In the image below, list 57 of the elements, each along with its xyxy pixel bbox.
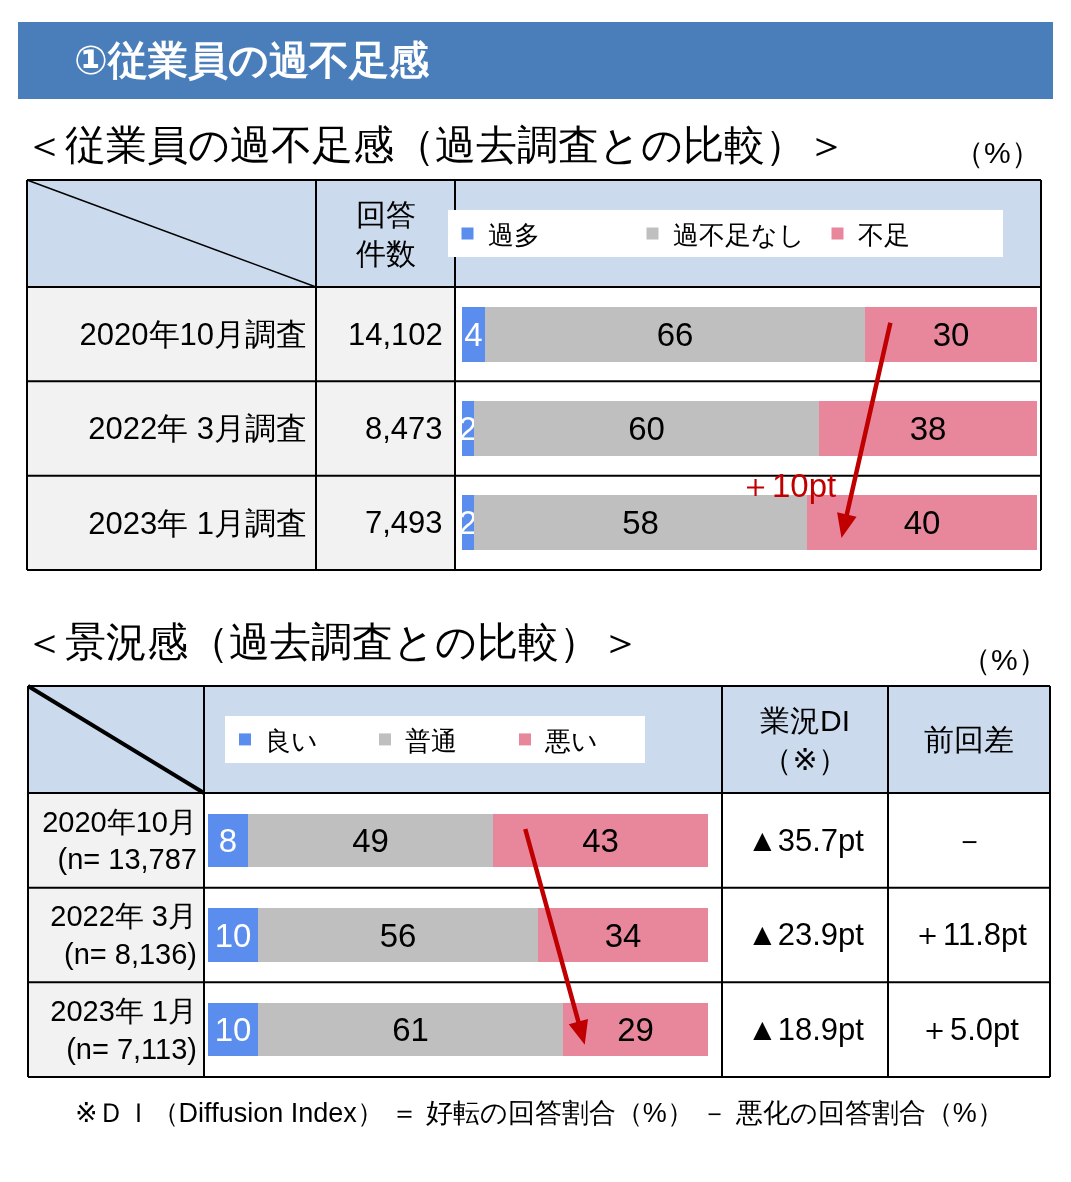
data-label: 29 [617,1011,654,1048]
y-tick-label: 2022年 3月調査 [88,411,307,447]
legend-label: 良い [265,725,318,756]
text: （%） [961,643,1048,676]
data-label: 58 [622,504,659,541]
text: 業況DI（※） [760,704,850,776]
y-tick-label: 2020年10月 (n= 13,787 [42,805,197,876]
bar [563,1003,708,1056]
data-label: 30 [932,316,970,353]
bar [493,814,708,867]
data-label: 34 [604,916,642,954]
data-label: 56 [379,916,417,954]
text: ▲23.9pt [747,917,865,952]
chart-subtitle: ＜従業員の過不足感（過去調査との比較）＞ [24,122,847,168]
bar [819,401,1037,456]
data-label: 8 [218,822,238,859]
x-axis-title: （%） [954,136,1041,169]
text: 7,493 [365,505,443,540]
bar [248,814,493,867]
y-tick-label: 2022年 3月 (n= 8,136) [50,900,197,970]
text: 前回差 [924,723,1014,756]
y-tick-label: 2020年10月調査 [79,317,307,353]
text: － [954,823,985,858]
bar [485,307,865,362]
legend-label: 過不足なし [672,219,805,250]
annotation: ＋10pt [739,467,837,504]
legend-label: 悪い [544,725,598,756]
chart-title: ＜景況感（過去調査との比較）＞ [24,619,641,665]
bar [258,908,538,962]
text: ▲35.7pt [747,823,865,858]
data-label: 60 [628,410,665,447]
text: ※ＤＩ（Diffusion Index） ＝ 好転の回答割合（%） － 悪化の回答割合（%） [75,1098,1004,1128]
y-tick-label: 2023年 1月調査 [88,505,307,541]
chart-title: ①従業員の過不足感 [74,38,430,82]
bar [474,401,819,456]
data-label: 4 [464,316,483,353]
bar [865,307,1037,362]
legend-label: 不足 [857,219,910,250]
data-label: 10 [214,916,252,954]
bar [258,1003,563,1056]
data-label: 43 [582,822,619,859]
legend-label: 過多 [487,219,540,250]
data-label: 49 [352,822,389,859]
text: 回答件数 [356,198,416,270]
text: 14,102 [348,317,443,352]
legend-label: 普通 [405,725,457,756]
data-label: 10 [214,1011,252,1048]
text: ▲18.9pt [747,1012,865,1047]
text: ＋11.8pt [912,917,1028,952]
data-label: 66 [656,316,694,353]
text: ＋5.0pt [919,1012,1020,1047]
data-label: 38 [909,410,947,447]
data-label: 61 [392,1011,429,1048]
y-tick-label: 2023年 1月 (n= 7,113) [50,994,197,1065]
data-label: 40 [903,504,941,541]
bar [538,908,708,962]
text: 8,473 [365,411,443,446]
